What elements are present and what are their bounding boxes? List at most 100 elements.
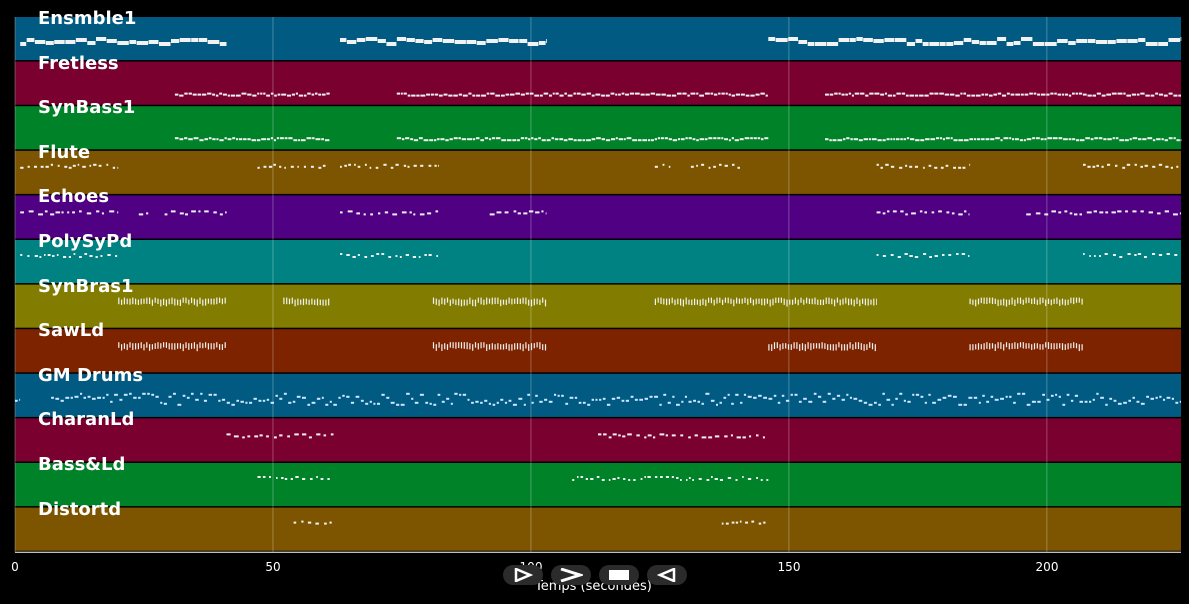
note	[226, 401, 230, 404]
note	[1050, 92, 1054, 95]
note	[828, 297, 830, 305]
note	[906, 137, 910, 140]
note	[701, 436, 707, 439]
note	[1074, 213, 1078, 216]
note	[692, 138, 696, 141]
note	[768, 397, 773, 400]
fast-forward-button[interactable]	[551, 565, 591, 585]
note	[1104, 253, 1108, 255]
note	[283, 297, 285, 305]
note	[288, 401, 292, 404]
note	[293, 521, 297, 524]
note	[639, 398, 643, 401]
note	[390, 166, 394, 169]
note	[750, 297, 752, 304]
note	[793, 342, 795, 349]
note	[1061, 298, 1064, 305]
note	[340, 38, 347, 42]
note	[1017, 297, 1019, 304]
rewind-button[interactable]	[647, 565, 687, 585]
note	[527, 393, 531, 396]
note	[216, 297, 218, 305]
note	[1039, 344, 1041, 350]
note	[329, 521, 332, 524]
note	[96, 210, 100, 213]
note	[827, 344, 829, 351]
note	[1033, 343, 1036, 350]
note	[1078, 92, 1083, 95]
note	[539, 299, 541, 306]
note	[458, 342, 460, 348]
note	[463, 299, 465, 306]
note	[292, 400, 296, 403]
note	[753, 137, 757, 140]
note	[411, 397, 414, 400]
note	[976, 94, 981, 97]
note	[405, 137, 410, 140]
note	[1166, 396, 1171, 399]
note	[310, 478, 313, 480]
note	[698, 478, 702, 480]
note	[20, 166, 24, 169]
note	[1173, 213, 1178, 216]
note	[798, 40, 808, 44]
note	[997, 342, 999, 349]
note	[890, 165, 895, 168]
note	[1005, 342, 1008, 348]
note	[395, 163, 399, 166]
note	[1005, 395, 1008, 398]
note	[311, 93, 315, 96]
note	[900, 138, 903, 141]
note	[923, 166, 925, 169]
note	[301, 520, 304, 523]
note	[89, 164, 92, 167]
note	[1067, 299, 1069, 305]
note	[1045, 299, 1047, 307]
note	[202, 93, 207, 96]
note	[184, 92, 188, 95]
note	[838, 38, 850, 42]
note	[407, 165, 410, 168]
note	[449, 342, 451, 348]
note	[569, 396, 574, 399]
note	[990, 138, 995, 141]
note	[929, 92, 934, 95]
track-lane	[15, 418, 1181, 462]
note	[612, 478, 616, 480]
note	[672, 94, 677, 97]
note	[448, 94, 453, 97]
note	[1029, 92, 1033, 95]
stop-button[interactable]	[599, 565, 639, 585]
note	[873, 39, 884, 43]
note	[637, 139, 642, 142]
note	[1152, 139, 1156, 142]
track-lane	[15, 150, 1181, 194]
note	[659, 403, 662, 406]
note	[591, 94, 595, 97]
play-button[interactable]	[503, 565, 543, 585]
note	[783, 298, 785, 305]
note	[179, 299, 181, 306]
note	[1006, 92, 1010, 95]
note	[811, 298, 813, 305]
note	[735, 479, 738, 481]
note	[50, 163, 53, 166]
note	[496, 401, 499, 404]
note	[1000, 139, 1003, 142]
note	[486, 297, 488, 305]
note	[850, 298, 852, 305]
note	[864, 298, 866, 306]
note	[75, 38, 87, 42]
note	[980, 297, 982, 304]
note	[626, 137, 632, 140]
note	[666, 298, 668, 306]
note	[483, 299, 485, 306]
note	[920, 395, 924, 398]
note	[710, 297, 712, 304]
note	[1137, 253, 1142, 255]
note	[657, 137, 660, 140]
note	[118, 297, 120, 305]
note	[595, 93, 601, 96]
note	[400, 403, 405, 406]
note	[968, 255, 970, 257]
